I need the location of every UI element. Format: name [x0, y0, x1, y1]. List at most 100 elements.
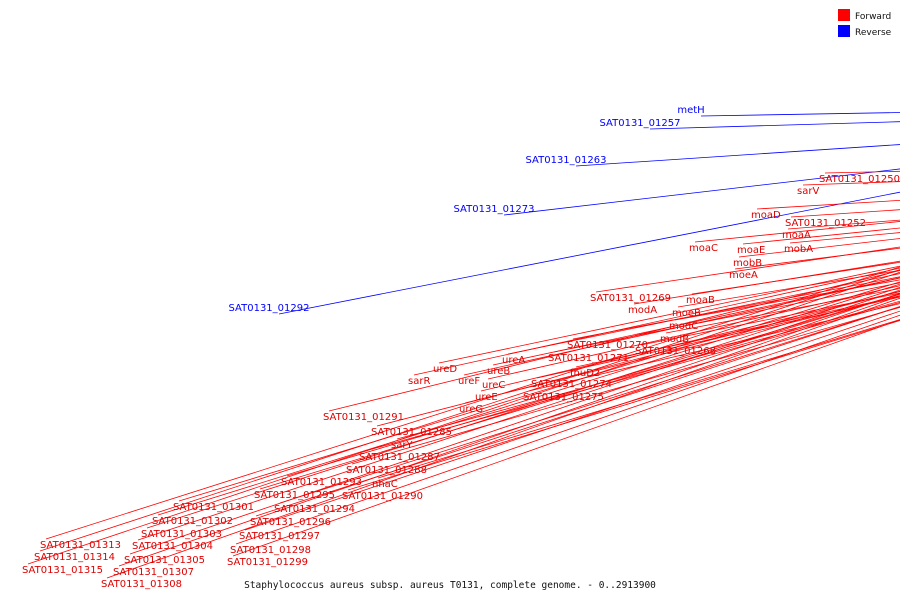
forward-gene-label: SAT0131_01302 — [152, 516, 233, 527]
forward-leader — [694, 221, 900, 243]
forward-gene-label: SAT0131_01288 — [346, 465, 427, 476]
forward-gene-label: SAT0131_01287 — [359, 452, 440, 463]
forward-leader — [480, 291, 900, 392]
forward-gene-label: SAT0131_01314 — [34, 552, 115, 563]
forward-gene-label: fhuD2 — [570, 368, 600, 379]
forward-leader — [129, 292, 900, 555]
forward-gene-label: SAT0131_01290 — [342, 491, 423, 502]
forward-gene-label: modB — [660, 334, 689, 345]
forward-gene-label: ureA — [502, 355, 525, 366]
forward-leader — [106, 297, 900, 579]
forward-gene-label: SAT0131_01298 — [230, 545, 311, 556]
forward-leader — [677, 269, 900, 308]
forward-leader — [665, 288, 900, 334]
forward-leader — [396, 300, 900, 440]
forward-gene-label: SAT0131_01303 — [141, 529, 222, 540]
forward-leader — [824, 170, 900, 174]
forward-gene-label: SAT0131_01305 — [124, 555, 205, 566]
forward-gene-label: SAT0131_01268 — [635, 346, 716, 357]
forward-gene-label: SAT0131_01315 — [22, 565, 103, 576]
forward-gene-label: nhaC — [372, 479, 398, 490]
forward-leader — [146, 286, 900, 529]
genome-caption: Staphylococcus aureus subsp. aureus T013… — [244, 580, 656, 591]
forward-gene-label: SAT0131_01252 — [785, 218, 866, 229]
reverse-leader — [278, 191, 900, 315]
forward-leader — [413, 267, 900, 376]
forward-leader — [463, 277, 900, 376]
forward-gene-label: moaD — [751, 210, 781, 221]
forward-gene-label: SAT0131_01296 — [250, 517, 331, 528]
forward-gene-label: SAT0131_01275 — [523, 392, 604, 403]
forward-gene-label: ureG — [459, 404, 483, 415]
forward-gene-label: moeA — [729, 270, 758, 281]
forward-leader — [528, 303, 900, 392]
forward-gene-label: SAT0131_01307 — [113, 567, 194, 578]
forward-leader — [27, 271, 900, 565]
forward-leader — [45, 266, 900, 540]
forward-leader — [691, 261, 900, 295]
forward-leader — [376, 290, 900, 427]
forward-gene-label: SAT0131_01285 — [371, 427, 452, 438]
forward-leader — [438, 265, 900, 364]
legend-reverse-label: Reverse — [855, 28, 892, 38]
forward-leader — [328, 270, 900, 412]
forward-leader — [572, 276, 900, 340]
forward-leader — [244, 310, 900, 531]
forward-leader — [255, 306, 900, 517]
reverse-leader — [503, 168, 900, 216]
forward-gene-label: ureF — [458, 376, 480, 387]
forward-leader — [464, 295, 900, 404]
forward-gene-label: ureC — [482, 380, 505, 391]
forward-gene-label: SAT0131_01294 — [274, 504, 355, 515]
forward-gene-label: modC — [669, 321, 698, 332]
legend-forward-swatch — [838, 9, 850, 21]
forward-gene-label: SAT0131_01299 — [227, 557, 308, 568]
forward-gene-label: SAT0131_01274 — [531, 379, 612, 390]
forward-gene-label: moaE — [737, 245, 765, 256]
forward-gene-label: sarR — [408, 376, 430, 387]
forward-gene-label: SAT0131_01304 — [132, 541, 213, 552]
forward-gene-label: sarV — [797, 186, 819, 197]
forward-leader — [553, 282, 900, 353]
forward-leader — [575, 295, 900, 368]
forward-gene-label: mobA — [784, 244, 813, 255]
forward-leader — [39, 269, 900, 552]
forward-gene-label: ureD — [433, 364, 457, 375]
reverse-gene-label: SAT0131_01273 — [454, 204, 535, 215]
forward-leader — [157, 283, 900, 516]
forward-gene-label: SAT0131_01269 — [590, 293, 671, 304]
forward-leader — [640, 292, 900, 346]
forward-gene-label: moaA — [782, 230, 811, 241]
forward-gene-label: moeB — [672, 308, 701, 319]
forward-gene-label: ureB — [487, 366, 510, 377]
forward-gene-label: SAT0131_01313 — [40, 540, 121, 551]
forward-leader — [364, 302, 900, 452]
forward-gene-label: SAT0131_01250 — [819, 174, 900, 185]
reverse-gene-label: metH — [677, 105, 704, 116]
gene-labels: metH SAT0131_01257 SAT0131_01263 SAT0131_01… — [22, 105, 900, 590]
reverse-leader — [700, 112, 900, 117]
forward-leader — [377, 319, 900, 479]
forward-leader — [137, 289, 900, 541]
leader-lines — [27, 112, 900, 579]
legend-forward-label: Forward — [855, 12, 891, 22]
forward-gene-label: SAT0131_01291 — [323, 412, 404, 423]
forward-leader — [259, 293, 900, 490]
forward-gene-label: SAT0131_01270 — [567, 340, 648, 351]
forward-leader — [232, 319, 900, 557]
reverse-leader — [649, 121, 900, 130]
forward-leader — [507, 273, 900, 355]
forward-leader — [492, 277, 900, 366]
forward-leader — [178, 281, 900, 502]
forward-leader — [286, 293, 900, 477]
forward-leader — [235, 314, 900, 545]
forward-gene-label: ureE — [475, 392, 498, 403]
forward-leader — [118, 295, 900, 567]
reverse-gene-label: SAT0131_01257 — [600, 118, 681, 129]
forward-gene-label: SAT0131_01297 — [239, 531, 320, 542]
forward-gene-label: modA — [628, 305, 657, 316]
forward-gene-label: SAT0131_01293 — [281, 477, 362, 488]
reverse-gene-label: SAT0131_01263 — [526, 155, 607, 166]
legend: Forward Reverse — [838, 9, 892, 38]
